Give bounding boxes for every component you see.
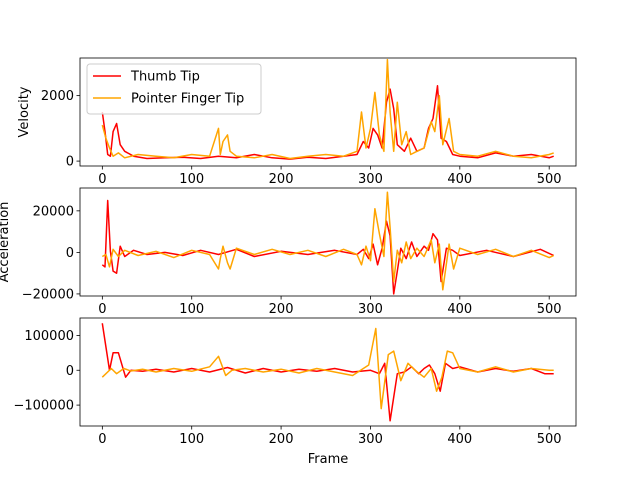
axes-frame bbox=[79, 317, 577, 427]
y-tick-label: −100000 bbox=[13, 399, 74, 414]
y-tick-label: 0 bbox=[66, 155, 74, 170]
x-tick-label: 500 bbox=[537, 172, 562, 187]
x-tick-label: 100 bbox=[179, 432, 204, 447]
series-line-thumb-tip bbox=[101, 199, 555, 295]
y-tick-label: 0 bbox=[66, 364, 74, 379]
axes-frame bbox=[79, 57, 577, 167]
axes-frame bbox=[79, 187, 577, 297]
y-tick-label: 100000 bbox=[24, 329, 74, 344]
y-tick-label: −20000 bbox=[22, 287, 74, 302]
x-tick-label: 200 bbox=[269, 302, 294, 317]
x-tick-label: 0 bbox=[98, 172, 106, 187]
x-tick-label: 400 bbox=[447, 302, 472, 317]
y-tick-label: 0 bbox=[66, 246, 74, 261]
series-line-pointer-finger-tip bbox=[101, 327, 554, 410]
y-tick-label: 2000 bbox=[41, 89, 74, 104]
y-tick-label: 20000 bbox=[33, 204, 74, 219]
legend-box bbox=[86, 63, 262, 115]
x-tick-label: 300 bbox=[358, 172, 383, 187]
x-axis-label: Frame bbox=[308, 452, 349, 467]
x-tick-label: 500 bbox=[537, 302, 562, 317]
subplot-1: 0 100 200 300 400 500 0 2000 Velocity Thumb Tip Po… bbox=[17, 57, 577, 187]
x-tick-label: 200 bbox=[269, 172, 294, 187]
x-tick-label: 400 bbox=[447, 172, 472, 187]
series-line-pointer-finger-tip bbox=[101, 58, 554, 160]
y-axis-label: Velocity bbox=[17, 86, 32, 137]
series-line-pointer-finger-tip bbox=[101, 191, 555, 291]
x-tick-label: 100 bbox=[179, 172, 204, 187]
series-line-thumb-tip bbox=[101, 323, 554, 422]
x-tick-label: 100 bbox=[179, 302, 204, 317]
x-tick-label: 500 bbox=[537, 432, 562, 447]
x-tick-label: 200 bbox=[269, 432, 294, 447]
subplot-3: 0 100 200 300 400 500 −100000 0 100000 Frame bbox=[13, 317, 577, 467]
x-tick-label: 400 bbox=[447, 432, 472, 447]
x-tick-label: 0 bbox=[98, 432, 106, 447]
legend-entry-label: Thumb Tip bbox=[130, 70, 200, 85]
subplot-2: 0 100 200 300 400 500 −20000 0 20000 Acceleration bbox=[0, 187, 577, 317]
legend: Thumb Tip Pointer Finger Tip bbox=[86, 63, 262, 115]
x-tick-label: 0 bbox=[98, 302, 106, 317]
legend-entry-label: Pointer Finger Tip bbox=[131, 92, 244, 107]
x-tick-label: 300 bbox=[358, 302, 383, 317]
x-tick-label: 300 bbox=[358, 432, 383, 447]
y-axis-label: Acceleration bbox=[0, 202, 12, 283]
